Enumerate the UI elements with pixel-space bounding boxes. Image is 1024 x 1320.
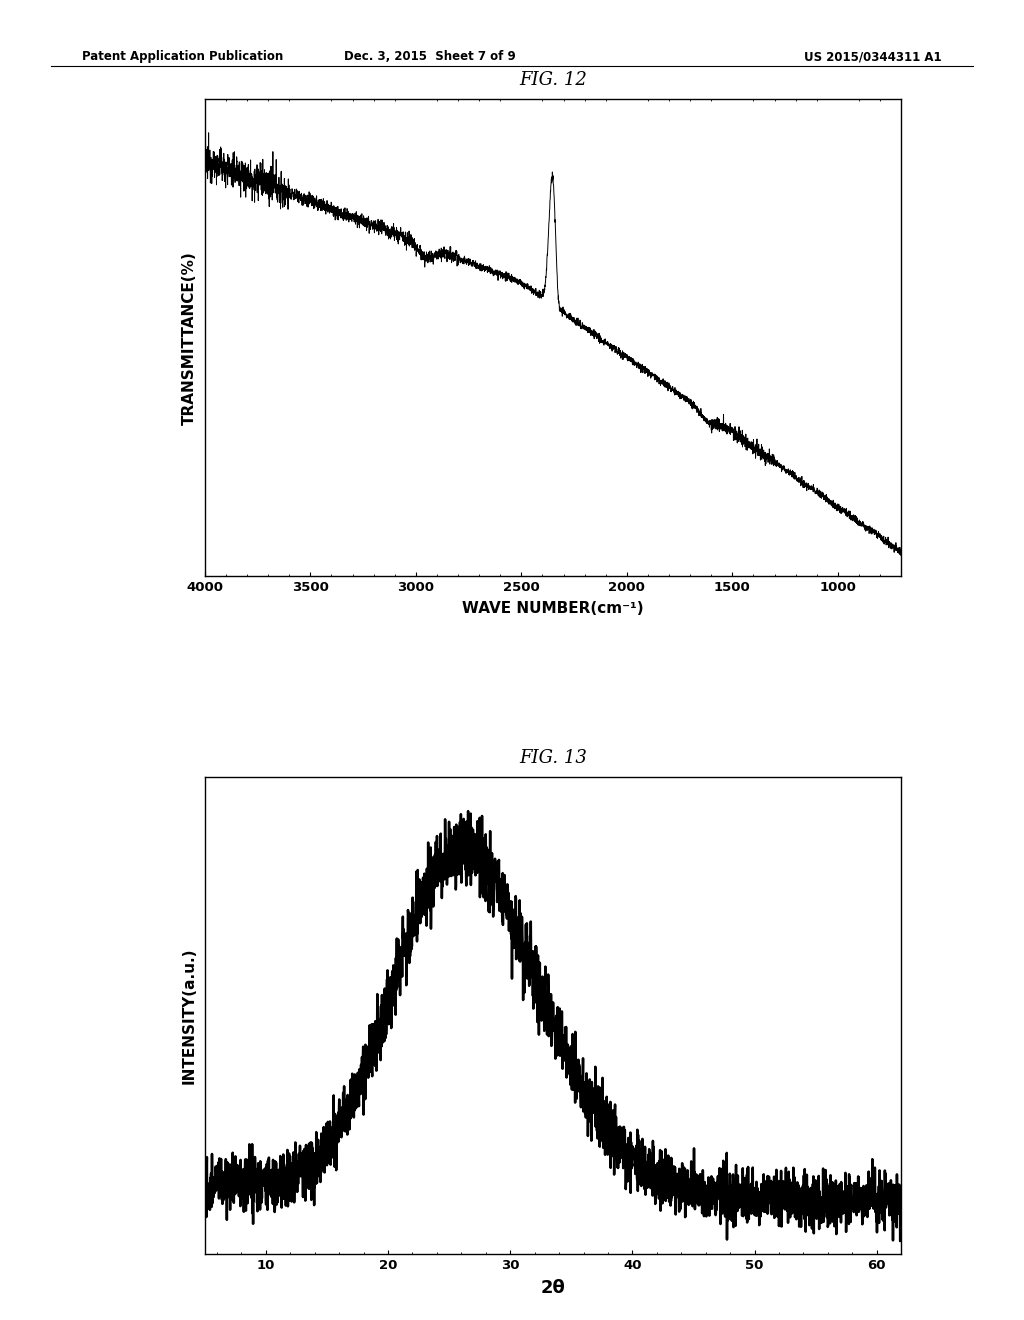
Y-axis label: TRANSMITTANCE(%): TRANSMITTANCE(%) <box>181 251 197 425</box>
X-axis label: 2θ: 2θ <box>541 1279 565 1296</box>
Text: Dec. 3, 2015  Sheet 7 of 9: Dec. 3, 2015 Sheet 7 of 9 <box>344 50 516 63</box>
Y-axis label: INTENSITY(a.u.): INTENSITY(a.u.) <box>181 948 197 1084</box>
X-axis label: WAVE NUMBER(cm⁻¹): WAVE NUMBER(cm⁻¹) <box>462 601 644 616</box>
Text: US 2015/0344311 A1: US 2015/0344311 A1 <box>805 50 942 63</box>
Text: Patent Application Publication: Patent Application Publication <box>82 50 284 63</box>
Title: FIG. 12: FIG. 12 <box>519 71 587 90</box>
Title: FIG. 13: FIG. 13 <box>519 748 587 767</box>
